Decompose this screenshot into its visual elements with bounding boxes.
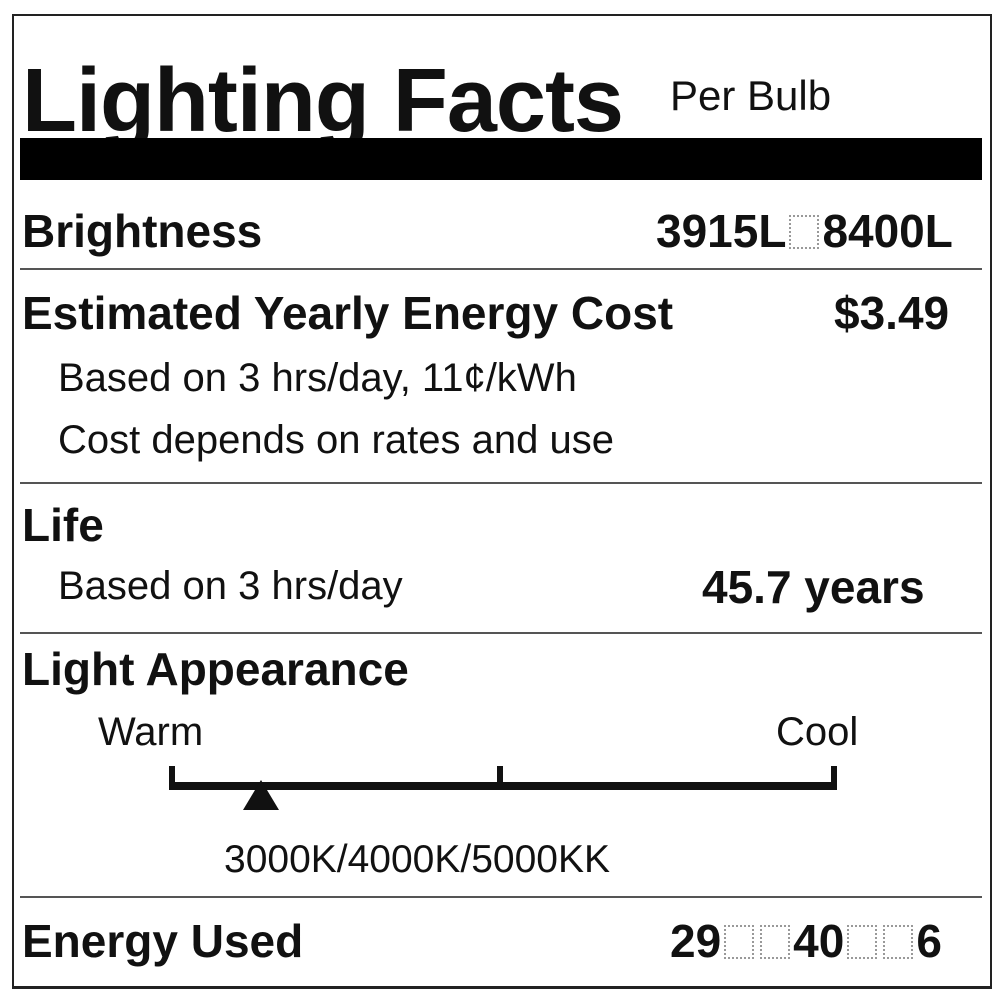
warm-label: Warm	[98, 710, 204, 754]
energy-used-label: Energy Used	[22, 915, 304, 967]
temperature-marker-icon	[243, 780, 280, 810]
divider	[20, 268, 982, 270]
missing-glyph-box	[724, 925, 755, 959]
lighting-facts-label: Lighting Facts Per Bulb Brightness 3915L…	[12, 14, 992, 989]
divider	[20, 632, 982, 634]
energy-used-value-3: 6	[916, 915, 942, 967]
label-subtitle: Per Bulb	[670, 72, 832, 119]
energy-cost-value: $3.49	[834, 287, 950, 339]
missing-glyph-box	[789, 215, 820, 249]
energy-cost-label: Estimated Yearly Energy Cost	[22, 287, 674, 339]
energy-used-value-2: 40	[793, 915, 845, 967]
color-temperature-scale	[169, 766, 837, 790]
label-title: Lighting Facts	[22, 51, 624, 151]
scale-tick	[497, 766, 503, 786]
life-value: 45.7 years	[702, 561, 925, 613]
brightness-label: Brightness	[22, 205, 263, 257]
life-note: Based on 3 hrs/day	[58, 564, 403, 608]
scale-tick	[831, 766, 837, 786]
brightness-value-low: 3915L	[656, 205, 787, 257]
life-label: Life	[22, 499, 104, 551]
divider	[20, 896, 982, 898]
energy-cost-note-2: Cost depends on rates and use	[58, 418, 614, 462]
divider	[20, 482, 982, 484]
brightness-value: 3915L 8400L	[656, 204, 953, 258]
light-appearance-label: Light Appearance	[22, 643, 409, 695]
color-temperature-value: 3000K/4000K/5000KK	[224, 838, 611, 881]
missing-glyph-box	[760, 925, 791, 959]
missing-glyph-box	[847, 925, 878, 959]
energy-used-value-1: 29	[670, 915, 722, 967]
cool-label: Cool	[776, 710, 859, 754]
energy-used-value: 29 40 6	[670, 914, 942, 968]
title-bar	[20, 138, 982, 180]
scale-tick	[169, 766, 175, 786]
energy-cost-note-1: Based on 3 hrs/day, 11¢/kWh	[58, 356, 577, 400]
brightness-value-high: 8400L	[822, 205, 953, 257]
missing-glyph-box	[883, 925, 914, 959]
